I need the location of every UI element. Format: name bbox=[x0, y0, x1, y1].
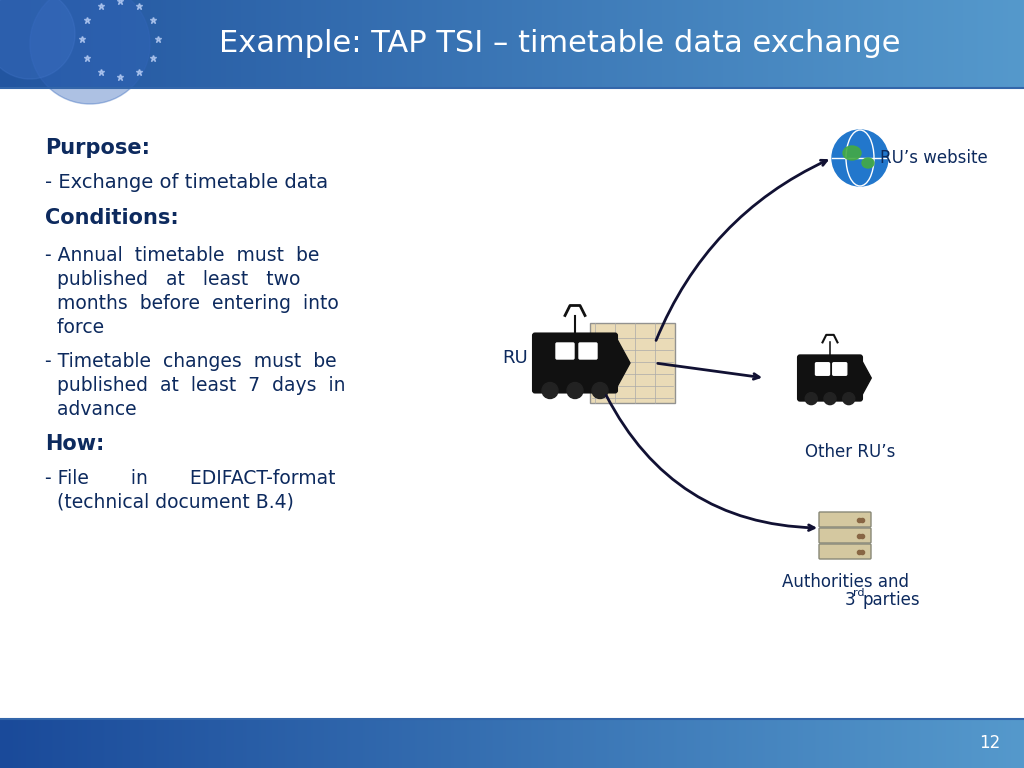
Circle shape bbox=[542, 382, 558, 399]
Circle shape bbox=[805, 392, 817, 405]
FancyBboxPatch shape bbox=[819, 528, 871, 543]
FancyBboxPatch shape bbox=[798, 356, 862, 401]
Text: - File       in       EDIFACT-format: - File in EDIFACT-format bbox=[45, 469, 336, 488]
FancyBboxPatch shape bbox=[819, 544, 871, 559]
Circle shape bbox=[843, 392, 855, 405]
Text: 12: 12 bbox=[979, 734, 1000, 753]
Text: published   at   least   two: published at least two bbox=[45, 270, 300, 289]
Text: Example: TAP TSI – timetable data exchange: Example: TAP TSI – timetable data exchan… bbox=[219, 29, 901, 58]
FancyBboxPatch shape bbox=[815, 362, 829, 376]
Text: force: force bbox=[45, 318, 104, 337]
Circle shape bbox=[831, 130, 888, 186]
Text: Purpose:: Purpose: bbox=[45, 138, 150, 158]
Circle shape bbox=[30, 0, 150, 104]
Text: - Exchange of timetable data: - Exchange of timetable data bbox=[45, 173, 328, 192]
FancyBboxPatch shape bbox=[819, 512, 871, 527]
Text: How:: How: bbox=[45, 434, 104, 454]
Polygon shape bbox=[860, 357, 871, 399]
Text: advance: advance bbox=[45, 400, 136, 419]
FancyBboxPatch shape bbox=[833, 362, 847, 376]
FancyBboxPatch shape bbox=[534, 333, 617, 392]
Text: (technical document B.4): (technical document B.4) bbox=[45, 493, 294, 512]
Text: Authorities and: Authorities and bbox=[781, 573, 908, 591]
Text: 3: 3 bbox=[845, 591, 856, 609]
Circle shape bbox=[0, 0, 75, 79]
Text: parties: parties bbox=[863, 591, 921, 609]
Circle shape bbox=[592, 382, 608, 399]
Text: rd: rd bbox=[853, 588, 864, 598]
Circle shape bbox=[824, 392, 836, 405]
Text: - Annual  timetable  must  be: - Annual timetable must be bbox=[45, 246, 319, 265]
Ellipse shape bbox=[843, 146, 861, 160]
Text: - Timetable  changes  must  be: - Timetable changes must be bbox=[45, 352, 337, 371]
Ellipse shape bbox=[862, 158, 874, 168]
FancyBboxPatch shape bbox=[556, 343, 574, 359]
Text: Conditions:: Conditions: bbox=[45, 208, 179, 228]
Text: RU’s website: RU’s website bbox=[880, 149, 988, 167]
Text: RU: RU bbox=[502, 349, 528, 367]
Polygon shape bbox=[615, 336, 630, 390]
Text: Other RU’s: Other RU’s bbox=[805, 443, 895, 461]
FancyBboxPatch shape bbox=[579, 343, 597, 359]
FancyBboxPatch shape bbox=[590, 323, 675, 403]
Circle shape bbox=[567, 382, 583, 399]
Text: published  at  least  7  days  in: published at least 7 days in bbox=[45, 376, 345, 395]
Text: months  before  entering  into: months before entering into bbox=[45, 294, 339, 313]
